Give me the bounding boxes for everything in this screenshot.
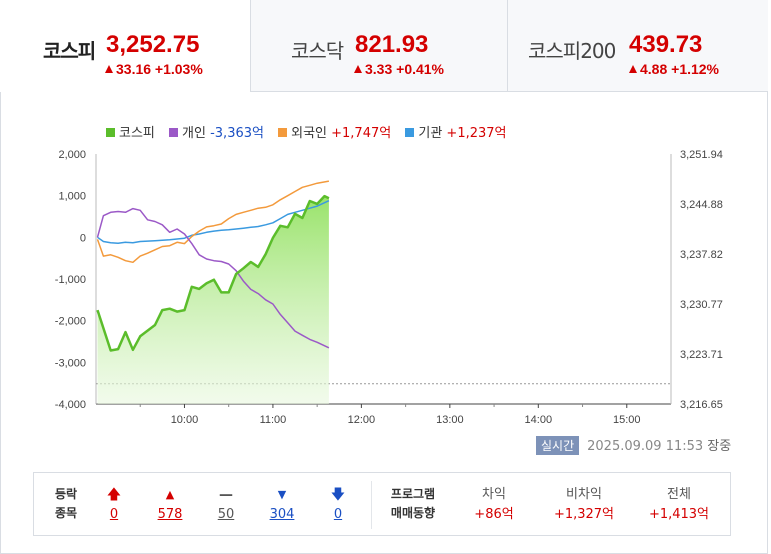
y-right-tick-label: 3,244.88 [680,199,723,211]
y-right-tick-label: 3,251.94 [680,149,723,161]
series-line-기관 [97,200,330,244]
y-left-tick-label: -4,000 [55,399,86,411]
down-triangle-icon: ▼ [277,488,287,501]
y-right-tick-label: 3,216.65 [680,399,723,411]
breadth-up: ▲ 578 [150,485,190,525]
tab-kospi200[interactable]: 코스피200 439.73 4.88 +1.12% [507,0,768,92]
y-right-tick-label: 3,237.82 [680,249,723,261]
index-value: 3,252.75 [106,31,200,58]
x-tick-label: 10:00 [171,414,199,426]
divider [371,481,372,529]
y-right-tick-label: 3,230.77 [680,299,723,311]
limit-up-icon: 🡅 [106,487,122,503]
index-value: 439.73 [629,31,703,58]
legend-item-institution[interactable]: 기관 +1,237억 [405,122,507,141]
limit-down-icon: 🡇 [330,487,346,503]
tab-name: 코스피200 [528,39,616,63]
up-triangle-icon [629,65,637,73]
breadth-count[interactable]: 578 [157,507,183,522]
chart-legend: 코스피 개인 -3,363억 외국인 +1,747억 기관 +1,237억 [106,122,517,141]
y-left-tick-label: -3,000 [55,357,86,369]
status-bar: 실시간 2025.09.09 11:53 장중 [536,435,731,455]
intraday-chart: 2,000 1,000 0 -1,000 -2,000 -3,000 -4,000 3,251… [55,149,723,426]
legend-swatch [106,128,115,137]
breadth-count[interactable]: 0 [333,507,343,522]
legend-swatch [278,128,288,137]
program-arbitrage: 차익 +86억 [474,487,514,522]
realtime-badge[interactable]: 실시간 [536,436,580,455]
y-left-tick-label: 2,000 [58,149,86,161]
series-line-코스피 [96,194,330,352]
tab-name: 코스닥 [291,39,344,63]
series-area-코스피 [97,196,329,404]
index-value: 821.93 [355,31,429,58]
program-label: 프로그램 매매동향 [390,487,436,520]
y-left-tick-label: 0 [80,232,86,244]
breadth-label: 등락 종목 [54,487,78,520]
program-non-arbitrage: 비차익 +1,327억 [553,487,615,522]
up-triangle-icon [105,65,113,73]
y-right-tick-label: 3,223.71 [680,349,723,361]
x-tick-label: 13:00 [436,414,464,426]
program-total: 전체 +1,413억 [648,487,710,522]
market-breadth-panel: 등락 종목 🡅 0 ▲ 578 — 50 ▼ 304 🡇 0 프로그램 매매동향… [33,472,731,536]
legend-item-kospi[interactable]: 코스피 [106,122,155,141]
legend-swatch [169,128,179,137]
breadth-count[interactable]: 50 [217,507,235,522]
legend-swatch [405,128,415,137]
y-left-tick-label: -2,000 [55,316,86,328]
series-line-개인 [96,207,330,349]
index-tabs: 코스피 3,252.75 33.16 +1.03% 코스닥 821.93 3.3… [0,0,768,94]
tab-kosdaq[interactable]: 코스닥 821.93 3.33 +0.41% [250,0,507,92]
market-state: 장중 [707,439,732,454]
up-triangle-icon [354,65,362,73]
legend-item-individual[interactable]: 개인 -3,363억 [169,122,264,141]
up-triangle-icon: ▲ [165,488,175,501]
legend-item-foreign[interactable]: 외국인 +1,747억 [278,122,391,141]
series-line-외국인 [96,180,330,264]
index-change: 3.33 +0.41% [354,61,444,77]
breadth-down: ▼ 304 [262,485,302,525]
tab-kospi[interactable]: 코스피 3,252.75 33.16 +1.03% [0,0,250,92]
x-tick-label: 15:00 [613,414,641,426]
tab-name: 코스피 [43,39,96,63]
breadth-count[interactable]: 0 [109,507,119,522]
breadth-count[interactable]: 304 [269,507,295,522]
index-change: 4.88 +1.12% [629,61,719,77]
breadth-limit-up: 🡅 0 [94,485,134,525]
flat-dash-icon: — [219,487,233,503]
y-left-tick-label: -1,000 [55,274,86,286]
x-tick-label: 12:00 [348,414,376,426]
x-tick-label: 11:00 [260,414,287,426]
index-change: 33.16 +1.03% [105,61,203,77]
timestamp: 2025.09.09 11:53 [587,439,704,454]
breadth-limit-down: 🡇 0 [318,485,358,525]
y-left-tick-label: 1,000 [58,191,86,203]
breadth-flat: — 50 [206,485,246,525]
x-tick-label: 14:00 [525,414,553,426]
